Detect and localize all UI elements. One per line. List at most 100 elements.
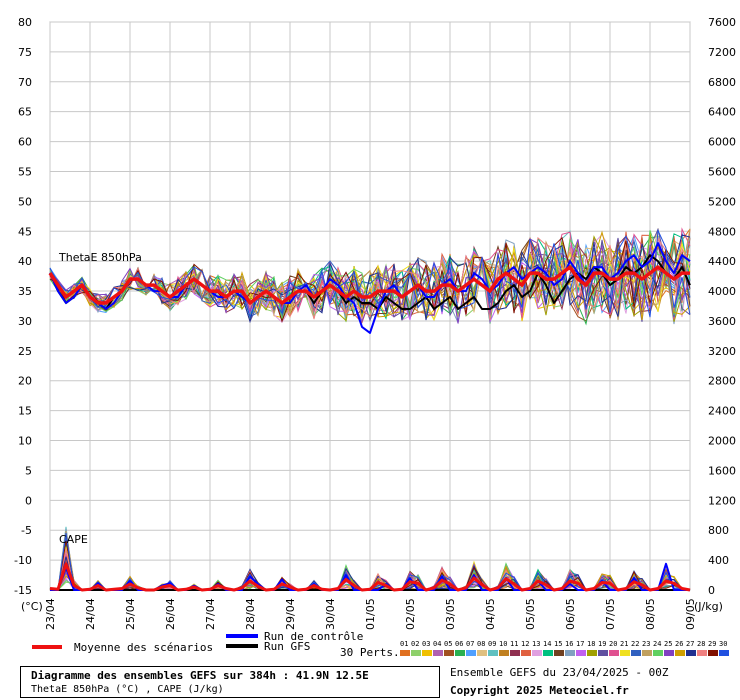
member-swatch (565, 650, 575, 656)
right-tick-label: 400 (708, 554, 729, 567)
member-swatch (653, 650, 663, 656)
member-number: 28 (697, 640, 705, 648)
member-swatch (466, 650, 476, 656)
left-tick-label: -10 (14, 554, 32, 567)
left-tick-label: 10 (18, 435, 32, 448)
left-tick-label: 65 (18, 106, 32, 119)
right-tick-label: 5200 (708, 195, 736, 208)
member-number: 05 (444, 640, 452, 648)
x-tick-label: 01/05 (364, 598, 377, 630)
left-tick-label: 75 (18, 46, 32, 59)
member-swatch (708, 650, 718, 656)
x-tick-label: 24/04 (84, 598, 97, 630)
cape-panel-label: CAPE (59, 533, 88, 546)
x-tick-label: 09/05 (684, 598, 697, 630)
member-number: 29 (708, 640, 716, 648)
x-tick-label: 29/04 (284, 598, 297, 630)
member-swatch (620, 650, 630, 656)
member-number: 26 (675, 640, 683, 648)
member-number: 11 (510, 640, 518, 648)
left-tick-label: 60 (18, 136, 32, 149)
member-swatch (609, 650, 619, 656)
member-number: 07 (466, 640, 474, 648)
member-swatch (521, 650, 531, 656)
member-swatch (697, 650, 707, 656)
member-swatch (422, 650, 432, 656)
member-number: 08 (477, 640, 485, 648)
left-axis-unit: (°C) (21, 600, 43, 613)
right-axis-unit: (J/kg) (694, 600, 723, 613)
member-number: 04 (433, 640, 441, 648)
right-tick-label: 1600 (708, 464, 736, 477)
member-swatch (543, 650, 553, 656)
right-tick-label: 6800 (708, 76, 736, 89)
member-swatch (433, 650, 443, 656)
right-tick-label: 4400 (708, 255, 736, 268)
left-tick-label: 55 (18, 165, 32, 178)
member-number: 13 (532, 640, 540, 648)
member-number: 03 (422, 640, 430, 648)
right-tick-label: 5600 (708, 165, 736, 178)
left-tick-label: 0 (25, 494, 32, 507)
member-number: 23 (642, 640, 650, 648)
info-box: Diagramme des ensembles GEFS sur 384h : … (20, 666, 440, 698)
member-number: 24 (653, 640, 661, 648)
member-swatch (455, 650, 465, 656)
x-tick-label: 27/04 (204, 598, 217, 630)
right-tick-label: 4000 (708, 285, 736, 298)
member-swatch (499, 650, 509, 656)
member-number: 14 (543, 640, 551, 648)
member-swatch (587, 650, 597, 656)
member-swatch (488, 650, 498, 656)
x-tick-label: 04/05 (484, 598, 497, 630)
member-swatch (675, 650, 685, 656)
right-tick-label: 1200 (708, 494, 736, 507)
member-number: 25 (664, 640, 672, 648)
member-number: 18 (587, 640, 595, 648)
left-tick-label: 15 (18, 405, 32, 418)
x-tick-label: 25/04 (124, 598, 137, 630)
left-tick-label: 45 (18, 225, 32, 238)
legend: Moyenne des scénarios Run de contrôle Ru… (32, 630, 729, 659)
left-tick-label: 50 (18, 195, 32, 208)
member-swatch (631, 650, 641, 656)
chart-subtitle: ThetaE 850hPa (°C) , CAPE (J/kg) (31, 684, 224, 695)
x-tick-label: 28/04 (244, 598, 257, 630)
right-tick-label: 2000 (708, 435, 736, 448)
right-tick-label: 7600 (708, 16, 736, 29)
x-tick-label: 02/05 (404, 598, 417, 630)
member-swatch (719, 650, 729, 656)
right-tick-label: 2400 (708, 405, 736, 418)
legend-control-label: Run de contrôle (264, 630, 363, 643)
member-number: 09 (488, 640, 496, 648)
left-tick-label: -5 (21, 524, 32, 537)
member-swatch (510, 650, 520, 656)
member-swatch (664, 650, 674, 656)
member-number: 01 (400, 640, 408, 648)
right-tick-label: 800 (708, 524, 729, 537)
x-tick-label: 03/05 (444, 598, 457, 630)
x-tick-label: 30/04 (324, 598, 337, 630)
right-tick-label: 6000 (708, 136, 736, 149)
member-thetae-line (49, 228, 691, 318)
member-number: 22 (631, 640, 639, 648)
member-swatch (642, 650, 652, 656)
x-axis-ticks: 23/04 24/04 25/04 26/04 27/04 28/04 29/04 30/04… (44, 598, 697, 630)
right-tick-label: 4800 (708, 225, 736, 238)
right-tick-label: 2800 (708, 375, 736, 388)
legend-mean-label: Moyenne des scénarios (74, 641, 213, 654)
member-swatch (477, 650, 487, 656)
left-tick-label: 70 (18, 76, 32, 89)
member-number: 06 (455, 640, 463, 648)
mean-cape-line (49, 562, 691, 592)
member-number: 20 (609, 640, 617, 648)
member-swatch (411, 650, 421, 656)
left-tick-label: -15 (14, 584, 32, 597)
x-tick-label: 23/04 (44, 598, 57, 630)
member-swatch (532, 650, 542, 656)
x-tick-label: 05/05 (524, 598, 537, 630)
left-tick-label: 30 (18, 315, 32, 328)
member-swatch (576, 650, 586, 656)
